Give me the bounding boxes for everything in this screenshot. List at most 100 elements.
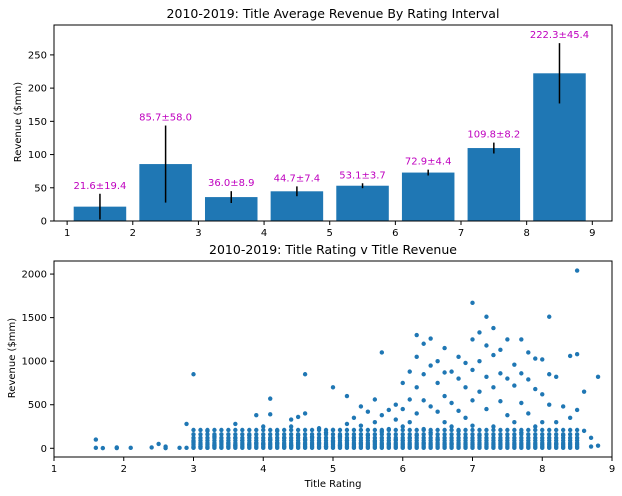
scatter-point <box>414 385 419 390</box>
scatter-point <box>554 435 559 441</box>
scatter-point <box>351 432 357 437</box>
scatter-point <box>442 419 447 425</box>
scatter-point <box>512 362 517 367</box>
scatter-point <box>547 432 552 437</box>
bar-chart-frame <box>53 24 613 222</box>
scatter-point <box>163 445 168 451</box>
scatter-point <box>540 427 545 433</box>
scatter-point <box>421 398 426 403</box>
x-tick-label: 7 <box>469 464 475 475</box>
scatter-point <box>554 374 559 380</box>
scatter-point <box>365 432 371 437</box>
scatter-point <box>463 385 468 390</box>
scatter-point <box>261 424 266 429</box>
scatter-point <box>484 427 489 433</box>
scatter-point <box>470 432 475 437</box>
scatter-point <box>581 389 587 394</box>
scatter-point <box>567 432 573 437</box>
scatter-point <box>268 427 273 433</box>
scatter-point <box>477 427 482 433</box>
scatter-point <box>435 427 440 433</box>
scatter-point <box>254 435 259 441</box>
scatter-point <box>337 435 343 441</box>
scatter-point <box>309 427 315 433</box>
scatter-point <box>560 427 566 433</box>
scatter-point <box>574 435 580 441</box>
scatter-point <box>526 435 531 441</box>
scatter-point <box>302 435 308 441</box>
x-tick-label: 8 <box>523 228 529 239</box>
scatter-point <box>456 427 461 433</box>
scatter-point <box>393 402 398 407</box>
bar <box>204 197 258 221</box>
scatter-point <box>233 435 238 441</box>
x-tick-label: 1 <box>51 464 57 475</box>
scatter-point <box>588 435 594 441</box>
scatter-point <box>281 427 287 433</box>
scatter-point <box>407 397 412 402</box>
scatter-point <box>533 424 538 429</box>
scatter-point <box>386 407 391 413</box>
scatter-chart: 2010-2019: Title Rating v Title Revenue … <box>7 242 615 490</box>
y-tick-label: 250 <box>28 50 47 61</box>
scatter-point <box>470 398 475 403</box>
scatter-point <box>393 432 398 437</box>
scatter-point <box>540 419 545 425</box>
scatter-point <box>330 432 336 437</box>
scatter-point <box>233 421 238 427</box>
scatter-point <box>519 432 524 437</box>
scatter-point <box>358 423 364 428</box>
scatter-point <box>456 432 461 437</box>
scatter-point <box>261 435 266 441</box>
scatter-point <box>414 427 419 433</box>
scatter-point <box>212 432 217 437</box>
x-tick-label: 9 <box>589 228 595 239</box>
scatter-point <box>512 432 517 437</box>
scatter-point <box>463 435 468 441</box>
scatter-point <box>261 427 266 433</box>
scatter-point <box>442 345 447 351</box>
scatter-point <box>302 411 308 416</box>
scatter-point <box>379 427 385 433</box>
scatter-point <box>240 427 245 433</box>
scatter-point <box>442 432 447 437</box>
y-tick-label: 500 <box>28 400 47 411</box>
scatter-point <box>372 432 378 437</box>
scatter-point <box>484 314 489 319</box>
scatter-point <box>247 432 252 437</box>
scatter-point <box>93 445 99 451</box>
scatter-point <box>581 428 587 434</box>
scatter-point <box>198 427 203 433</box>
scatter-point <box>477 330 482 335</box>
scatter-point <box>233 427 238 433</box>
scatter-point <box>442 427 447 433</box>
scatter-point <box>491 435 496 441</box>
scatter-point <box>512 419 517 425</box>
y-tick-label: 0 <box>41 217 47 228</box>
scatter-chart-xlabel: Title Rating <box>304 479 362 490</box>
y-tick-label: 2000 <box>22 270 47 281</box>
scatter-point <box>393 427 398 433</box>
scatter-point <box>316 427 322 433</box>
scatter-point <box>414 332 419 338</box>
scatter-point <box>498 399 503 404</box>
scatter-point <box>379 412 385 418</box>
scatter-point <box>149 445 154 450</box>
bar-chart: 2010-2019: Title Average Revenue By Rati… <box>13 6 613 239</box>
scatter-point <box>240 432 245 437</box>
scatter-point <box>484 343 489 348</box>
scatter-point <box>533 432 538 437</box>
scatter-point <box>505 337 510 342</box>
scatter-point <box>128 445 133 451</box>
scatter-point <box>233 432 238 437</box>
scatter-chart-title: 2010-2019: Title Rating v Title Revenue <box>209 242 457 257</box>
scatter-point <box>463 415 468 420</box>
scatter-point <box>191 432 196 437</box>
x-tick-label: 6 <box>400 464 406 475</box>
scatter-point <box>567 353 573 359</box>
scatter-point <box>428 336 433 341</box>
scatter-point <box>442 393 447 399</box>
scatter-point <box>379 432 385 437</box>
scatter-point <box>198 432 203 437</box>
scatter-point <box>407 419 412 425</box>
